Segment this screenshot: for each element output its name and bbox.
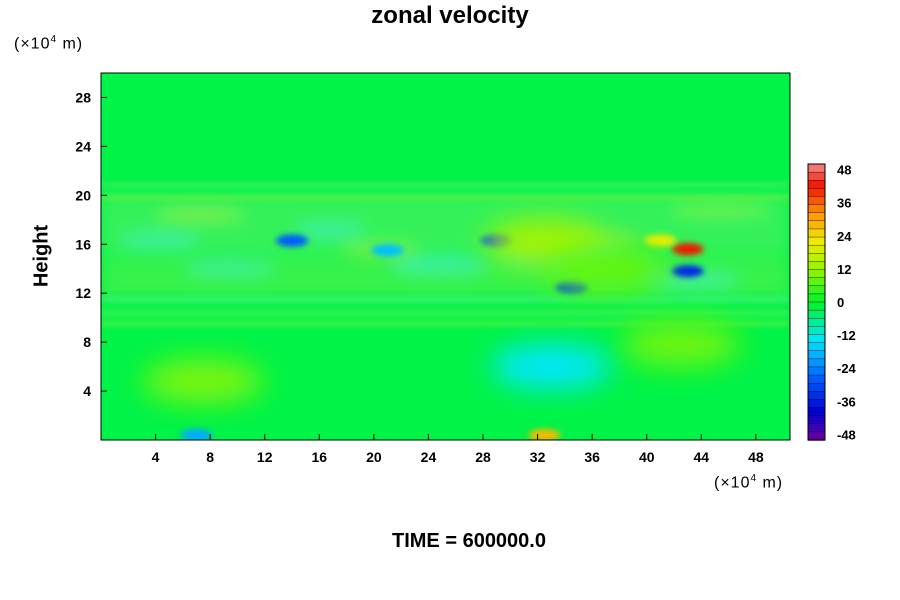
y-tick-label: 4 [83,383,91,399]
x-tick-label: 8 [206,449,214,465]
field-feature [143,359,264,404]
colorbar-tick-label: 12 [837,262,851,277]
colorbar-level [807,171,826,181]
y-tick-label: 24 [75,138,91,154]
y-axis-unit: (×104 m) [14,34,84,53]
colorbar-tick-label: -36 [837,394,856,409]
colorbar-level [807,301,826,311]
colorbar-level [807,415,826,425]
colorbar-tick-label: -48 [837,427,856,442]
colorbar-level [807,196,826,206]
y-tick-label: 28 [75,89,91,105]
colorbar-level [807,188,826,198]
colorbar-ticks: 48 36 24 12 0 -12 -24 -36 -48 [837,163,857,443]
x-tick-label: 4 [152,449,160,465]
field-feature [620,322,741,367]
plot-frame [100,72,791,441]
colorbar-level [807,220,826,230]
x-tick-label: 24 [421,449,437,465]
colorbar-level [807,382,826,392]
colorbar-level [807,204,826,214]
colorbar-tick-label: -12 [837,328,856,343]
colorbar-level [807,431,826,441]
colorbar-level [807,309,826,319]
colorbar-level [807,334,826,344]
colorbar-level [807,277,826,287]
field-feature [371,244,404,257]
colorbar-level [807,326,826,336]
colorbar-level [807,180,826,190]
field-feature [528,429,561,440]
y-tick-label: 16 [75,236,91,252]
x-axis: 4 8 12 16 20 24 28 32 36 40 44 48 [152,434,764,465]
colorbar-level [807,423,826,433]
colorbar-level [807,269,826,279]
field-feature [491,344,612,389]
x-tick-label: 40 [639,449,655,465]
colorbar-level [807,342,826,352]
colorbar-level [807,261,826,271]
colorbar-tick-label: 0 [837,295,844,310]
colorbar-level [807,366,826,376]
colorbar-level [807,285,826,295]
field-feature [671,265,704,278]
colorbar-level [807,318,826,328]
time-label: TIME = 600000.0 [392,530,546,552]
colorbar-tick-label: 24 [837,229,852,244]
y-tick-label: 8 [83,334,91,350]
layer-stripes [101,183,790,325]
x-tick-label: 36 [584,449,600,465]
x-tick-label: 20 [366,449,382,465]
x-tick-label: 48 [748,449,764,465]
y-tick-label: 20 [75,187,91,203]
colorbar-level [807,212,826,222]
chart-title: zonal velocity [371,2,529,29]
colorbar-level [807,236,826,246]
field-features [143,219,741,440]
field-feature [180,429,213,440]
colorbar-level [807,293,826,303]
colorbar-tick-label: 48 [837,163,851,178]
y-axis: 4 8 12 16 20 24 28 [75,89,107,399]
x-tick-label: 44 [694,449,710,465]
colorbar-level [807,399,826,409]
x-tick-label: 16 [312,449,328,465]
field-feature [276,234,309,247]
colorbar-tick-label: -24 [837,361,857,376]
colorbar-level [807,253,826,263]
colorbar-frame [807,163,826,441]
colorbar-tick-label: 36 [837,196,851,211]
x-tick-label: 12 [257,449,273,465]
x-axis-unit: (×104 m) [714,473,784,492]
colorbar-level [807,407,826,417]
x-tick-label: 32 [530,449,546,465]
turbulent-band [101,195,790,298]
field-feature [671,243,704,256]
field-feature [644,234,677,247]
field-feature [545,246,666,291]
colorbar-level [807,358,826,368]
colorbar-level [807,391,826,401]
colorbar-level [807,350,826,360]
plot-area [101,73,790,440]
colorbar-level [807,374,826,384]
y-tick-label: 12 [75,285,91,301]
colorbar-level [807,228,826,238]
colorbar [807,163,826,441]
x-tick-label: 28 [475,449,491,465]
colorbar-level [807,163,826,173]
colorbar-level [807,244,826,254]
